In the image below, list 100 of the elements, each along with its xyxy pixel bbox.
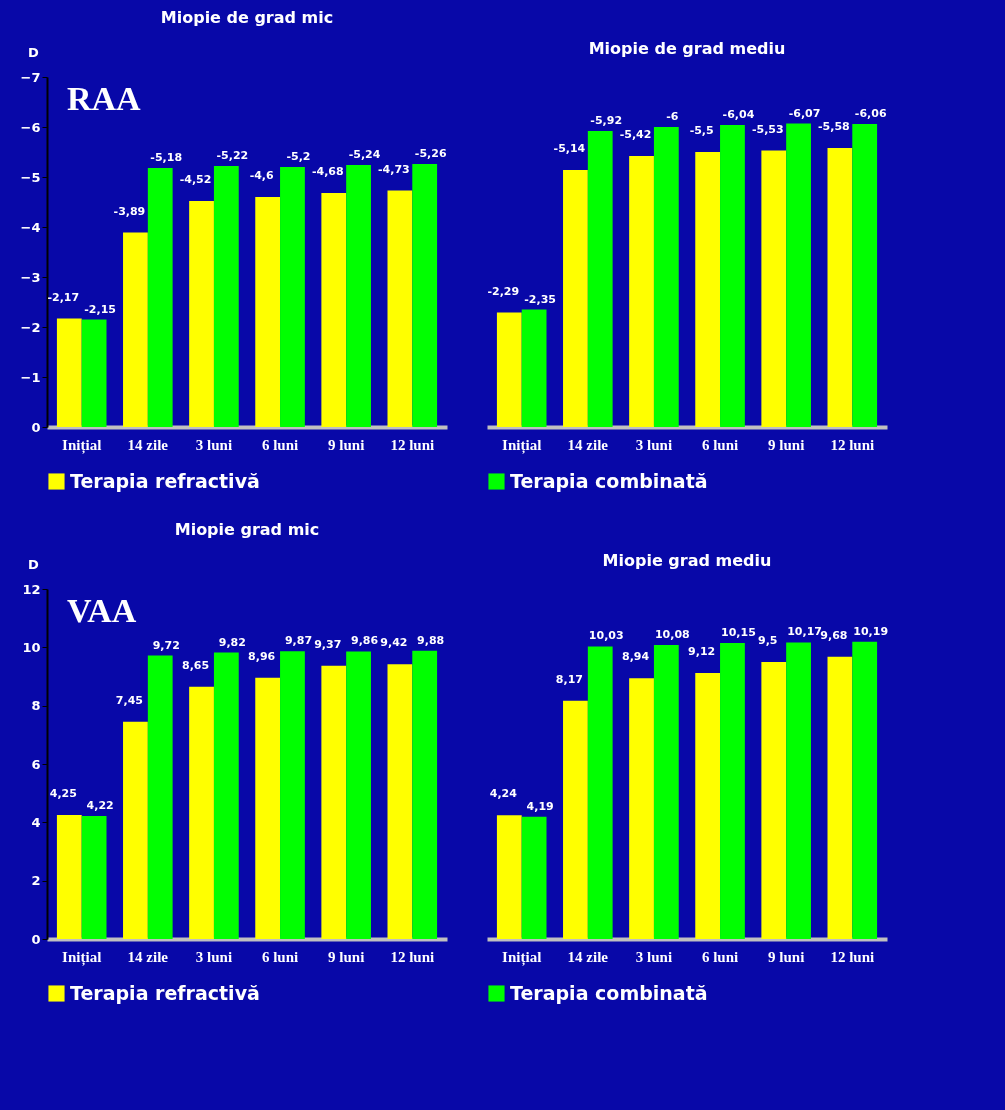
x-tick-label: 12 luni [390, 436, 435, 453]
data-label: -6,04 [722, 108, 755, 121]
x-tick-label: 14 zile [567, 436, 609, 453]
bar [720, 642, 745, 939]
data-label: -6,06 [854, 107, 887, 120]
bar [521, 816, 547, 939]
x-tick-label: Inițial [62, 948, 102, 966]
bar [786, 642, 811, 939]
data-label: 9,68 [820, 628, 848, 642]
data-label: 10,03 [588, 629, 624, 643]
bar [189, 686, 214, 939]
data-label: 9,87 [284, 634, 313, 648]
data-label: 10,19 [853, 624, 889, 638]
x-tick-label: 3 luni [635, 948, 673, 965]
x-tick-label: 9 luni [328, 948, 365, 965]
data-label: 4,22 [86, 798, 114, 812]
data-label: 9,86 [351, 634, 379, 648]
y-tick-label: −4 [20, 219, 41, 235]
bar [213, 652, 239, 939]
y-tick-label: 4 [31, 814, 41, 830]
data-label: -5,42 [619, 128, 652, 141]
x-tick-label: Inițial [502, 948, 542, 966]
legend-label: Terapia refractivă [70, 981, 260, 1004]
legend-label: Terapia combinată [510, 981, 708, 1004]
y-tick-label: −3 [20, 269, 41, 285]
data-label: 9,42 [380, 636, 408, 650]
bar [653, 645, 679, 939]
data-label: -2,35 [524, 292, 556, 306]
data-label: 8,17 [555, 672, 583, 686]
bar [321, 665, 347, 939]
x-tick-label: 12 luni [830, 436, 875, 453]
data-label: -3,89 [113, 204, 146, 218]
chart-title: Miopie grad mediu [602, 551, 772, 570]
x-tick-label: 6 luni [701, 436, 739, 453]
x-tick-label: 9 luni [328, 436, 365, 453]
bar [123, 721, 148, 939]
x-tick-label: 14 zile [127, 436, 169, 453]
x-tick-label: 6 luni [701, 948, 739, 965]
data-label: 4,19 [526, 799, 554, 813]
y-tick-label: −2 [20, 319, 41, 335]
x-tick-label: 14 zile [127, 948, 169, 965]
y-tick-label: 0 [31, 419, 41, 435]
bar [255, 677, 281, 939]
bar [81, 815, 107, 939]
data-label: -4,52 [179, 173, 212, 186]
x-tick-label: 3 luni [195, 948, 233, 965]
chart-title: Miopie de grad mediu [588, 39, 786, 58]
bar [280, 651, 305, 939]
data-label: -5,5 [689, 124, 714, 137]
y-tick-label: −1 [20, 369, 41, 385]
x-tick-label: 12 luni [830, 948, 875, 965]
x-tick-label: 3 luni [195, 436, 233, 453]
x-tick-label: 6 luni [261, 948, 299, 965]
bar [147, 655, 173, 939]
x-tick-label: 14 zile [567, 948, 609, 965]
bar [387, 664, 413, 939]
y-axis-title: D [28, 44, 40, 60]
data-label: -5,53 [751, 122, 784, 136]
data-label: -5,92 [590, 114, 623, 127]
data-label: 4,25 [49, 787, 77, 801]
bar [629, 678, 654, 939]
data-label: 9,5 [758, 633, 778, 647]
data-label: -5,24 [348, 148, 381, 161]
data-label: -5,18 [150, 151, 183, 164]
x-tick-label: Inițial [62, 436, 102, 454]
y-axis-title: D [28, 556, 40, 572]
bar [346, 651, 371, 939]
x-tick-label: 12 luni [390, 948, 435, 965]
data-label: 4,24 [489, 787, 518, 801]
bar [412, 650, 438, 939]
x-tick-label: Inițial [502, 436, 542, 454]
data-label: 10,08 [654, 628, 690, 641]
legend-label: Terapia combinată [510, 469, 708, 492]
bar [56, 815, 82, 939]
data-label: 9,88 [417, 633, 445, 647]
data-label: 9,37 [314, 637, 342, 651]
y-tick-label: 0 [31, 931, 41, 947]
chart-title: Miopie de grad mic [160, 8, 334, 27]
y-tick-label: 6 [31, 756, 41, 772]
data-label: -5,22 [216, 149, 249, 162]
y-tick-label: −5 [20, 169, 41, 185]
chart-title: Miopie grad mic [174, 520, 320, 539]
bar [563, 700, 588, 939]
x-tick-label: 3 luni [635, 436, 673, 453]
bar [827, 656, 853, 939]
data-label: 9,82 [218, 635, 246, 649]
bar [761, 661, 787, 939]
data-label: -2,17 [47, 290, 80, 304]
bar [587, 646, 613, 939]
data-label: -6,07 [788, 106, 821, 120]
data-label: -6 [666, 110, 679, 123]
x-tick-label: 9 luni [768, 948, 805, 965]
data-label: -2,15 [84, 302, 116, 316]
data-label: -5,26 [414, 147, 447, 160]
bar [852, 641, 878, 939]
data-label: -4,68 [311, 165, 344, 178]
y-tick-label: 8 [31, 698, 41, 714]
annotation: VAA [67, 592, 137, 629]
y-tick-label: 2 [31, 873, 41, 889]
y-tick-label: −6 [20, 119, 41, 135]
